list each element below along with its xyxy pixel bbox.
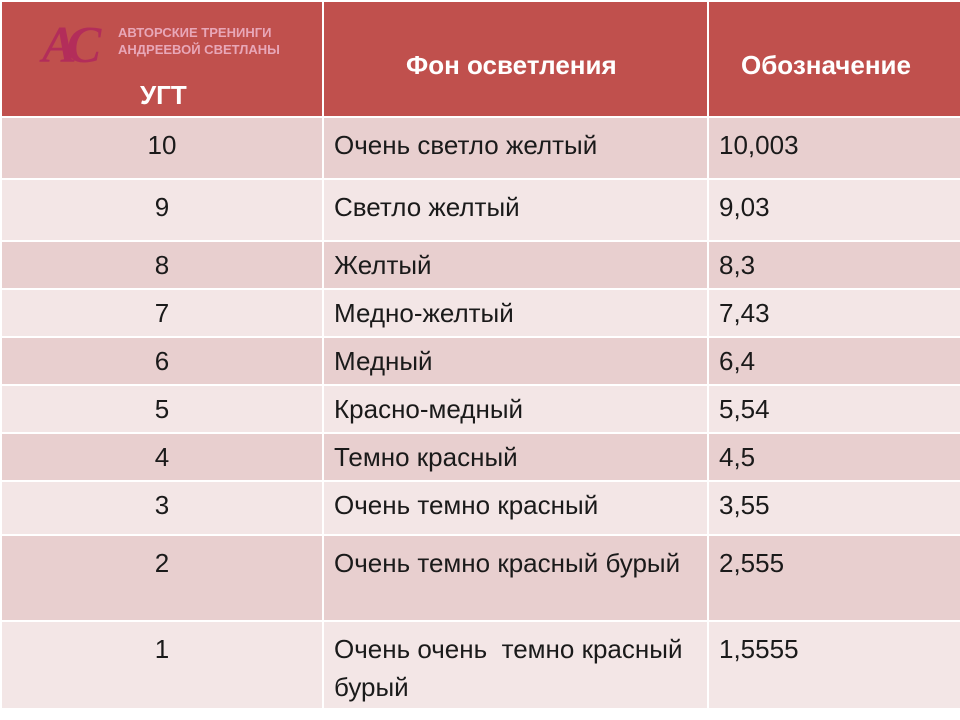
table-row: 10 Очень светло желтый 10,003 [0, 116, 960, 180]
cell-code: 7,43 [707, 288, 960, 338]
cell-code: 6,4 [707, 336, 960, 386]
cell-ugt: 1 [0, 620, 324, 710]
cell-ugt: 7 [0, 288, 324, 338]
cell-code: 1,5555 [707, 620, 960, 710]
cell-name: Очень темно красный бурый [322, 534, 709, 622]
cell-code: 9,03 [707, 178, 960, 242]
table-row: 2 Очень темно красный бурый 2,555 [0, 534, 960, 622]
cell-name: Темно красный [322, 432, 709, 482]
cell-code: 10,003 [707, 116, 960, 180]
cell-ugt: 2 [0, 534, 324, 622]
cell-ugt: 6 [0, 336, 324, 386]
table-row: 9 Светло желтый 9,03 [0, 178, 960, 242]
logo-text: Авторские тренинги Андреевой Светланы [118, 24, 280, 58]
table-row: 3 Очень темно красный 3,55 [0, 480, 960, 536]
header-ugt: УГТ [140, 80, 187, 110]
trainer-logo: AC Авторские тренинги Андреевой Светланы [42, 16, 312, 80]
cell-name: Очень темно красный [322, 480, 709, 536]
cell-code: 4,5 [707, 432, 960, 482]
cell-ugt: 4 [0, 432, 324, 482]
cell-name: Медный [322, 336, 709, 386]
cell-name: Красно-медный [322, 384, 709, 434]
table-row: 5 Красно-медный 5,54 [0, 384, 960, 434]
table-row: 4 Темно красный 4,5 [0, 432, 960, 482]
cell-code: 2,555 [707, 534, 960, 622]
table-row: 6 Медный 6,4 [0, 336, 960, 386]
cell-ugt: 9 [0, 178, 324, 242]
logo-line-1: Авторские тренинги [118, 25, 272, 40]
cell-name: Очень очень темно красный бурый [322, 620, 709, 710]
cell-code: 8,3 [707, 240, 960, 290]
cell-name: Очень светло желтый [322, 116, 709, 180]
cell-ugt: 8 [0, 240, 324, 290]
cell-code: 3,55 [707, 480, 960, 536]
cell-name: Медно-желтый [322, 288, 709, 338]
cell-ugt: 10 [0, 116, 324, 180]
header-row: AC Авторские тренинги Андреевой Светланы… [0, 0, 960, 118]
table-row: 8 Желтый 8,3 [0, 240, 960, 290]
table-row: 1 Очень очень темно красный бурый 1,5555 [0, 620, 960, 710]
table-row: 7 Медно-желтый 7,43 [0, 288, 960, 338]
header-designation: Обозначение [707, 0, 960, 118]
cell-ugt: 3 [0, 480, 324, 536]
cell-name: Желтый [322, 240, 709, 290]
cell-code: 5,54 [707, 384, 960, 434]
logo-line-2: Андреевой Светланы [118, 42, 280, 57]
header-background: Фон осветления [322, 0, 709, 118]
header-ugt-cell: AC Авторские тренинги Андреевой Светланы… [0, 0, 324, 118]
cell-ugt: 5 [0, 384, 324, 434]
cell-name: Светло желтый [322, 178, 709, 242]
logo-monogram: AC [42, 17, 101, 74]
